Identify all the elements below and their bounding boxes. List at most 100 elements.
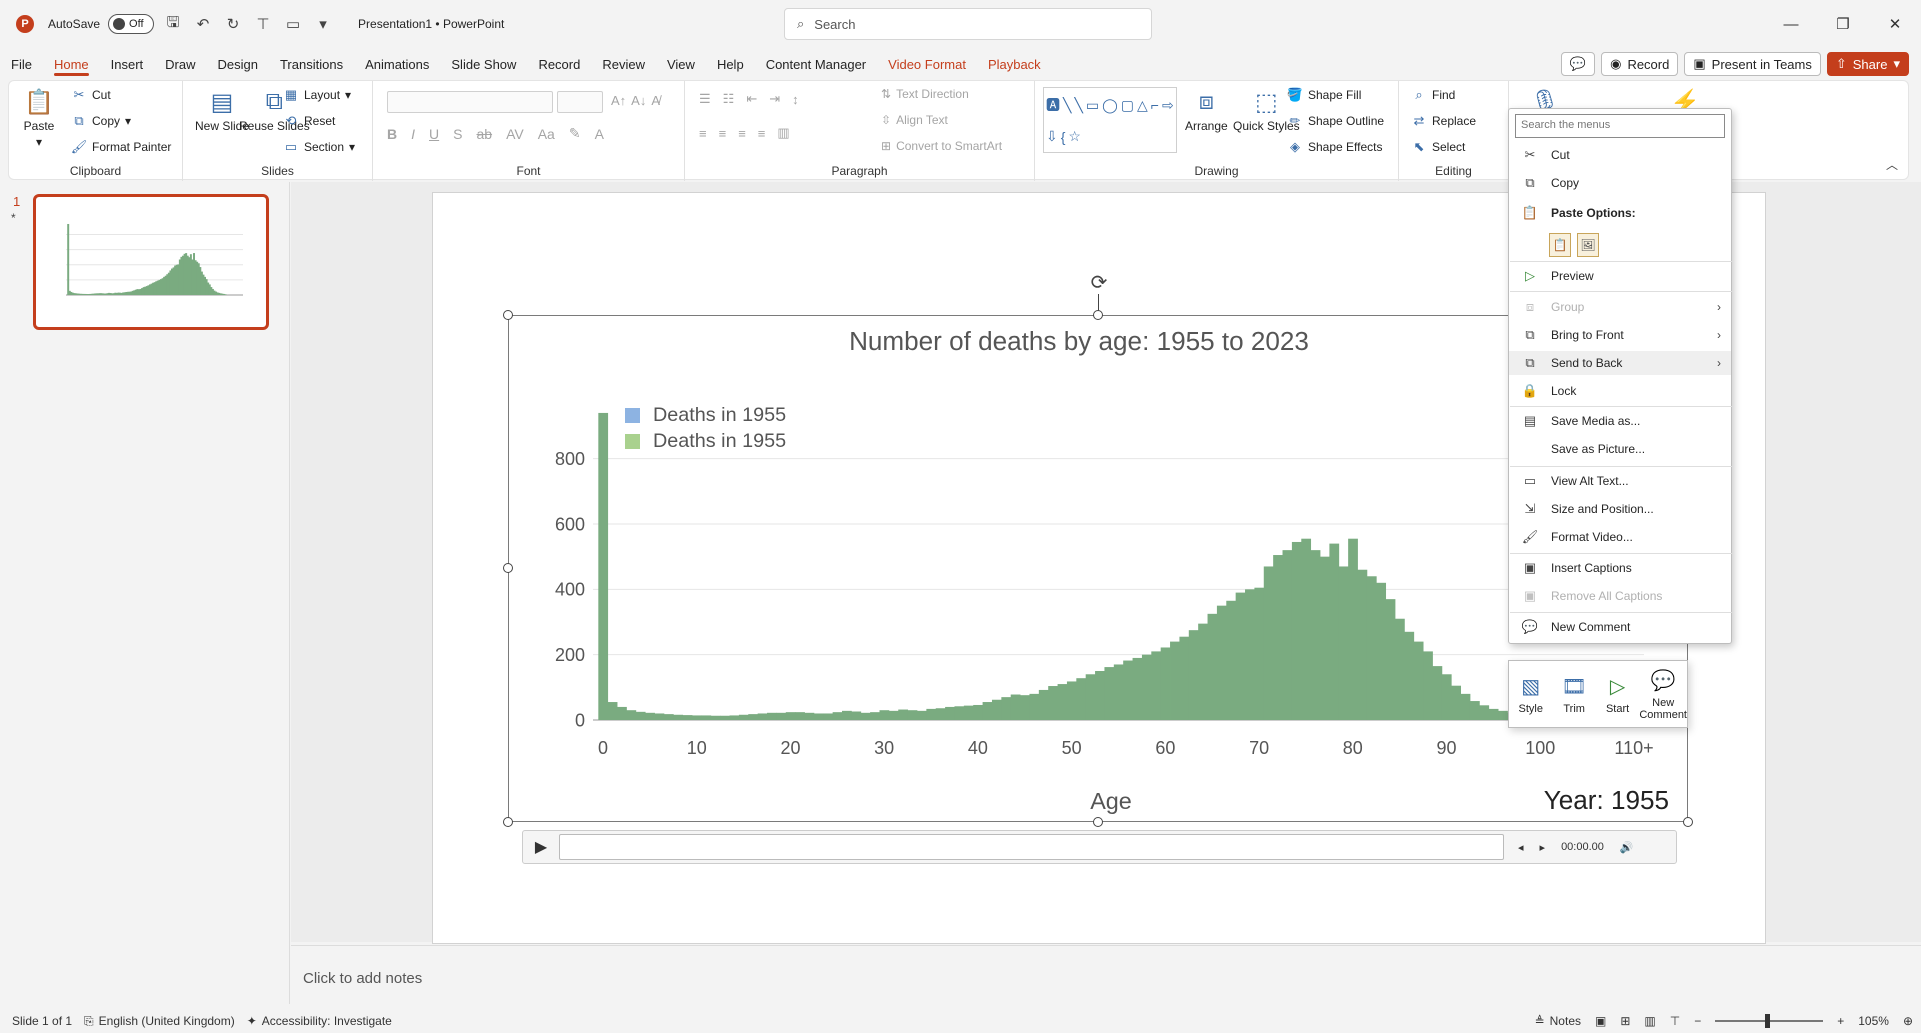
minimize-icon[interactable]: — xyxy=(1783,15,1799,33)
arrange-button[interactable]: ⧈ Arrange xyxy=(1185,87,1228,133)
reset-button[interactable]: ⟲ Reset xyxy=(283,113,336,129)
zoom-in-icon[interactable]: + xyxy=(1837,1014,1845,1028)
find-button[interactable]: ⌕ Find xyxy=(1411,87,1455,103)
menu-item-copy[interactable]: ⧉ Copy xyxy=(1509,171,1731,195)
language-indicator[interactable]: ⎘ English (United Kingdom) xyxy=(84,1014,235,1029)
text-direction-button[interactable]: ⇅ Text Direction xyxy=(881,87,969,101)
redo-icon[interactable]: ↻ xyxy=(226,16,240,33)
zoom-slider-thumb[interactable] xyxy=(1765,1014,1771,1028)
slideshow-view-icon[interactable]: ⊤ xyxy=(1669,1014,1681,1028)
undo-icon[interactable]: ↶ xyxy=(196,16,210,33)
resize-handle-bottom[interactable] xyxy=(1093,817,1103,827)
format-painter-button[interactable]: 🖌 Format Painter xyxy=(71,139,172,155)
shape-fill-button[interactable]: 🪣 Shape Fill xyxy=(1287,87,1361,103)
menu-item-lock[interactable]: 🔒 Lock xyxy=(1509,379,1731,403)
resize-handle-bottom-left[interactable] xyxy=(503,817,513,827)
tab-help[interactable]: Help xyxy=(716,56,744,72)
align-text-button[interactable]: ⇳ Align Text xyxy=(881,113,948,127)
mini-start-button[interactable]: ▷ Start xyxy=(1596,661,1639,727)
menu-item-preview[interactable]: ▷ Preview xyxy=(1509,264,1731,288)
zoom-slider[interactable] xyxy=(1715,1014,1824,1028)
zoom-level[interactable]: 105% xyxy=(1858,1014,1889,1028)
close-icon[interactable]: ✕ xyxy=(1888,16,1902,33)
menu-item-cut[interactable]: ✂ Cut xyxy=(1509,143,1731,167)
menu-item-save-picture[interactable]: Save as Picture... xyxy=(1509,437,1731,461)
rotate-handle-icon[interactable]: ⟳ xyxy=(1090,272,1108,294)
tab-record[interactable]: Record xyxy=(538,56,581,72)
comments-button[interactable]: 💬 xyxy=(1560,52,1596,76)
notes-pane[interactable]: Click to add notes xyxy=(291,945,1921,1007)
resize-handle-top-left[interactable] xyxy=(503,310,513,320)
collapse-ribbon-icon[interactable]: ︿ xyxy=(1885,158,1898,172)
paste-keep-source-icon[interactable]: 📋 xyxy=(1549,233,1571,257)
fit-slide-icon[interactable]: ⊕ xyxy=(1902,1014,1913,1028)
slide-sorter-icon[interactable]: ⊞ xyxy=(1620,1014,1631,1028)
volume-icon[interactable]: 🔊 xyxy=(1619,841,1634,854)
skip-forward-icon[interactable]: ▸ xyxy=(1539,841,1546,854)
section-button[interactable]: ▭ Section ▾ xyxy=(283,139,355,155)
menu-item-bring-to-front[interactable]: ⧉ Bring to Front › xyxy=(1509,323,1731,347)
paste-button[interactable]: 📋 Paste ▾ xyxy=(23,87,55,150)
replace-button[interactable]: ⇄ Replace xyxy=(1411,113,1476,129)
menu-item-size-position[interactable]: ⇲ Size and Position... xyxy=(1509,497,1731,521)
shapes-gallery[interactable]: 🅰 ╲ ╲ ▭ ◯ ▢ △ ⌐ ⇨ ⇩{☆ xyxy=(1043,87,1177,153)
menu-search-input[interactable]: Search the menus xyxy=(1515,114,1725,138)
media-timeline[interactable] xyxy=(559,834,1504,860)
video-object[interactable]: 0 200 400 600 800 0 10 20 30 40 50 60 70 80 90 100 110+ N… xyxy=(508,315,1688,822)
shape-outline-button[interactable]: ✏ Shape Outline xyxy=(1287,113,1385,129)
resize-handle-bottom-right[interactable] xyxy=(1683,817,1693,827)
save-icon[interactable]: 🖫 xyxy=(166,13,180,31)
menu-item-view-alt-text[interactable]: ▭ View Alt Text... xyxy=(1509,469,1731,493)
convert-smartart-button[interactable]: ⊞ Convert to SmartArt xyxy=(881,139,1002,153)
font-name-field[interactable] xyxy=(387,91,553,113)
tab-draw[interactable]: Draw xyxy=(165,56,196,72)
cut-button[interactable]: ✂ Cut xyxy=(71,87,111,103)
tab-playback[interactable]: Playback xyxy=(987,56,1041,72)
tab-design[interactable]: Design xyxy=(217,56,258,72)
skip-back-icon[interactable]: ◂ xyxy=(1518,841,1524,854)
notes-toggle[interactable]: ≜ Notes xyxy=(1535,1014,1581,1028)
autosave-toggle[interactable]: Off xyxy=(108,14,155,34)
copy-button[interactable]: ⧉ Copy ▾ xyxy=(71,113,131,129)
mini-trim-button[interactable]: 🎞 Trim xyxy=(1552,661,1595,727)
shape-effects-button[interactable]: ◈ Shape Effects xyxy=(1287,139,1383,155)
tab-insert[interactable]: Insert xyxy=(110,56,144,72)
reuse-slides-button[interactable]: ⧉ Reuse Slides xyxy=(239,87,310,133)
menu-item-new-comment[interactable]: 💬 New Comment xyxy=(1509,615,1731,639)
restore-icon[interactable]: ❐ xyxy=(1836,16,1850,33)
accessibility-indicator[interactable]: ✦ Accessibility: Investigate xyxy=(247,1014,392,1028)
resize-handle-left[interactable] xyxy=(503,563,513,573)
tab-slide-show[interactable]: Slide Show xyxy=(451,56,517,72)
customize-qat-icon[interactable]: ▾ xyxy=(319,16,327,33)
search-input[interactable]: ⌕ Search xyxy=(784,8,1152,40)
share-button[interactable]: ⇧ Share ▾ xyxy=(1826,52,1909,76)
resize-handle-top[interactable] xyxy=(1093,310,1103,320)
tab-content-manager[interactable]: Content Manager xyxy=(765,56,867,72)
tab-video-format[interactable]: Video Format xyxy=(888,56,966,72)
tab-view[interactable]: View xyxy=(666,56,695,72)
tab-home[interactable]: Home xyxy=(43,50,100,78)
select-button[interactable]: ⬉ Select xyxy=(1411,139,1466,155)
slide-thumbnail[interactable] xyxy=(33,194,269,330)
menu-item-save-media[interactable]: ▤ Save Media as... xyxy=(1509,409,1731,433)
tab-file[interactable]: File xyxy=(11,56,32,72)
layout-icon[interactable]: ▭ xyxy=(285,16,301,33)
menu-item-insert-captions[interactable]: ▣ Insert Captions xyxy=(1509,556,1731,580)
font-size-field[interactable] xyxy=(557,91,603,113)
tab-transitions[interactable]: Transitions xyxy=(279,56,344,72)
list-controls[interactable]: ☰ ☷ ⇤ ⇥ ↕ xyxy=(699,91,799,107)
record-button[interactable]: ◉ Record xyxy=(1601,52,1679,76)
menu-item-send-to-back[interactable]: ⧉ Send to Back › xyxy=(1509,351,1731,375)
zoom-out-icon[interactable]: − xyxy=(1694,1014,1702,1028)
tab-review[interactable]: Review xyxy=(602,56,645,72)
layout-button[interactable]: ▦ Layout ▾ xyxy=(283,87,351,103)
align-controls[interactable]: ≡ ≡ ≡ ≡ ▥ xyxy=(699,125,790,141)
normal-view-icon[interactable]: ▣ xyxy=(1595,1014,1607,1028)
tab-animations[interactable]: Animations xyxy=(365,56,430,72)
new-slide-button[interactable]: ▤ New Slide xyxy=(195,87,249,134)
mini-new-comment-button[interactable]: 💬 New Comment xyxy=(1639,661,1687,727)
present-in-teams-button[interactable]: ▣ Present in Teams xyxy=(1684,52,1821,76)
paste-picture-icon[interactable]: 🖼 xyxy=(1577,233,1599,257)
reading-view-icon[interactable]: ▥ xyxy=(1644,1014,1656,1028)
